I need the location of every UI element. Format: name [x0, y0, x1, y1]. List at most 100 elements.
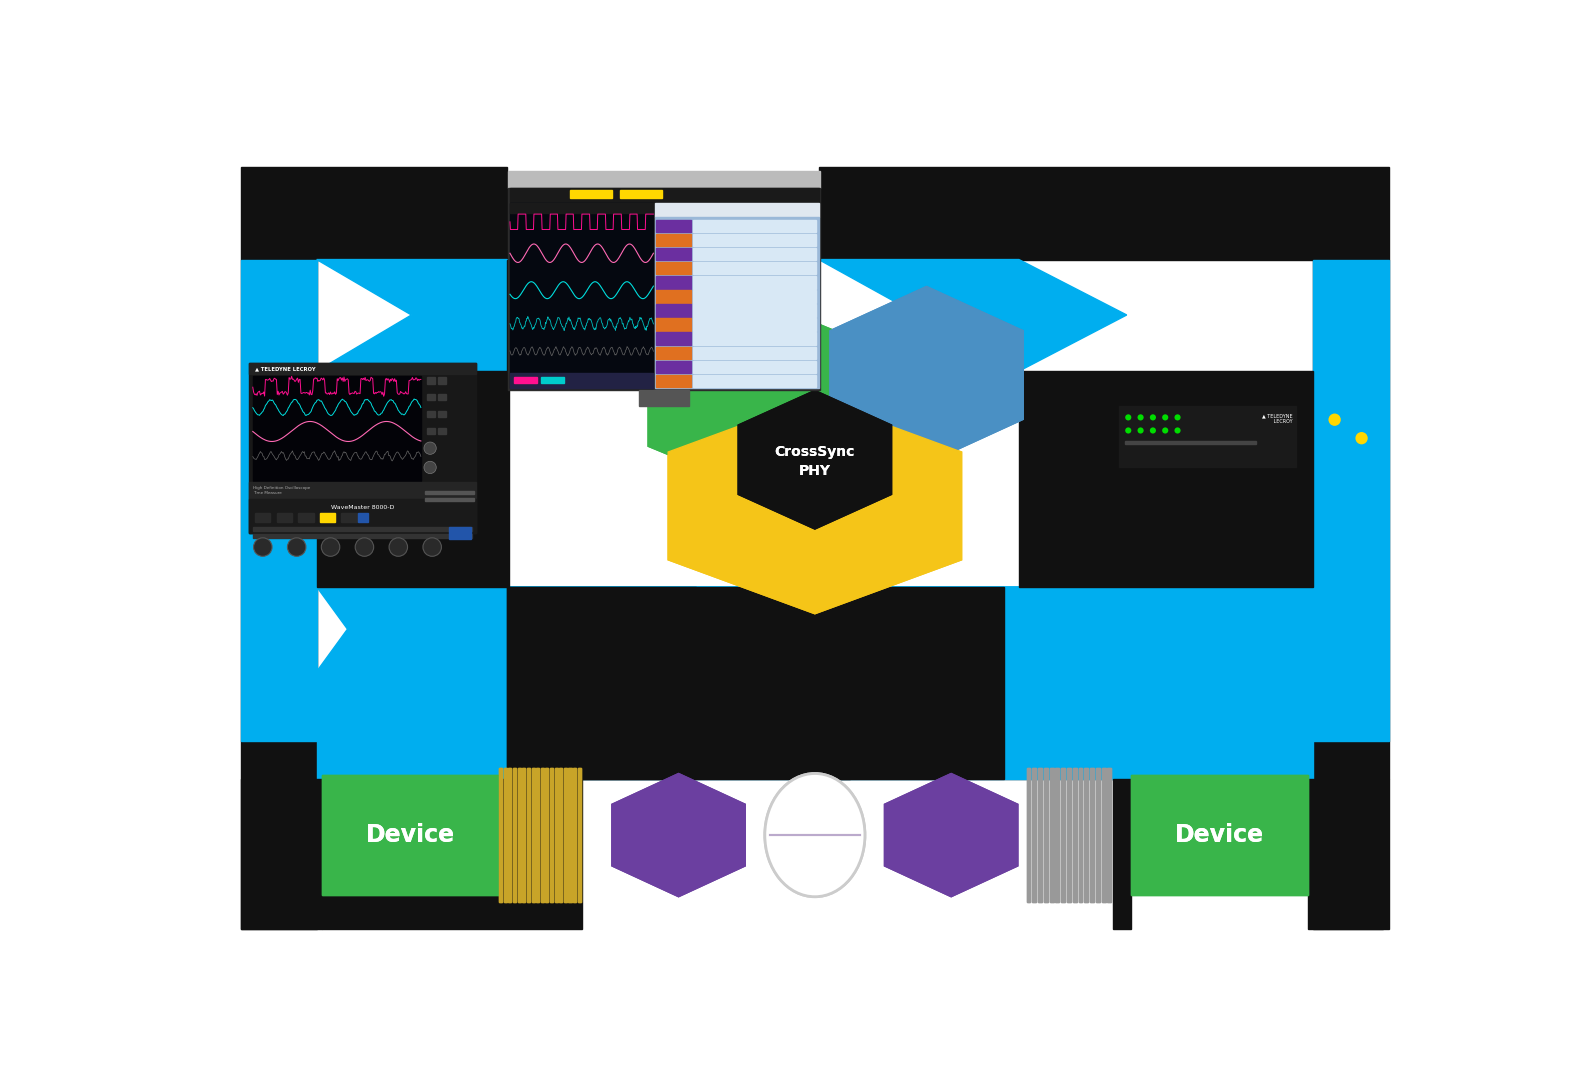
Polygon shape	[693, 318, 816, 331]
Polygon shape	[693, 234, 816, 247]
Polygon shape	[507, 586, 695, 779]
Circle shape	[1126, 428, 1132, 433]
Polygon shape	[738, 390, 892, 530]
Polygon shape	[884, 774, 1018, 896]
Polygon shape	[316, 371, 509, 586]
Polygon shape	[1108, 768, 1111, 903]
Polygon shape	[550, 768, 553, 903]
Polygon shape	[536, 768, 539, 903]
Text: PHY: PHY	[798, 464, 832, 478]
Polygon shape	[655, 218, 819, 388]
Polygon shape	[572, 768, 576, 903]
Polygon shape	[657, 276, 692, 288]
Polygon shape	[253, 534, 472, 538]
Polygon shape	[1045, 768, 1048, 903]
Polygon shape	[510, 373, 653, 388]
Polygon shape	[253, 376, 421, 481]
Polygon shape	[830, 286, 1024, 463]
Text: Device: Device	[1175, 823, 1264, 847]
Text: WaveMaster 8000-D: WaveMaster 8000-D	[331, 506, 394, 510]
Circle shape	[425, 461, 436, 474]
Text: CrossSync: CrossSync	[774, 445, 855, 459]
Circle shape	[1150, 428, 1156, 433]
Polygon shape	[657, 375, 692, 387]
Polygon shape	[531, 768, 534, 903]
Polygon shape	[555, 768, 558, 903]
Polygon shape	[428, 428, 434, 434]
Polygon shape	[657, 248, 692, 260]
Polygon shape	[522, 768, 525, 903]
Polygon shape	[693, 248, 816, 260]
Polygon shape	[254, 513, 270, 522]
Polygon shape	[536, 768, 539, 903]
Polygon shape	[437, 428, 445, 434]
Text: ▲ TELEDYNE LECROY: ▲ TELEDYNE LECROY	[254, 367, 316, 371]
Polygon shape	[1119, 406, 1296, 467]
Circle shape	[1126, 414, 1132, 420]
Polygon shape	[510, 204, 653, 388]
Circle shape	[1355, 432, 1367, 444]
Polygon shape	[514, 768, 517, 903]
Polygon shape	[320, 513, 335, 522]
Polygon shape	[612, 774, 746, 896]
Polygon shape	[1019, 371, 1313, 586]
Polygon shape	[657, 346, 692, 359]
Polygon shape	[657, 318, 692, 331]
Polygon shape	[277, 513, 293, 522]
Polygon shape	[577, 768, 580, 903]
Polygon shape	[299, 513, 313, 522]
Polygon shape	[1313, 259, 1388, 741]
Polygon shape	[509, 188, 820, 390]
Polygon shape	[522, 768, 525, 903]
Polygon shape	[693, 262, 816, 274]
Polygon shape	[242, 259, 316, 741]
Ellipse shape	[765, 774, 865, 896]
Polygon shape	[1091, 768, 1094, 903]
Polygon shape	[499, 768, 502, 903]
Polygon shape	[541, 768, 544, 903]
Polygon shape	[1056, 768, 1059, 903]
Polygon shape	[323, 775, 499, 895]
Polygon shape	[572, 768, 576, 903]
Text: CrossSync: CrossSync	[774, 445, 855, 459]
Polygon shape	[504, 768, 507, 903]
Circle shape	[1137, 428, 1143, 433]
Polygon shape	[569, 768, 571, 903]
Polygon shape	[657, 220, 692, 232]
Polygon shape	[514, 768, 517, 903]
Polygon shape	[668, 398, 962, 614]
Polygon shape	[509, 768, 512, 903]
Circle shape	[1329, 414, 1340, 426]
Ellipse shape	[765, 774, 865, 896]
Polygon shape	[1102, 768, 1105, 903]
Polygon shape	[518, 768, 522, 903]
Polygon shape	[509, 768, 512, 903]
Polygon shape	[569, 768, 571, 903]
Polygon shape	[250, 500, 475, 533]
Polygon shape	[428, 412, 434, 417]
Polygon shape	[819, 586, 1003, 779]
Polygon shape	[693, 332, 816, 345]
Polygon shape	[323, 775, 499, 895]
Polygon shape	[514, 376, 537, 383]
Text: PHY: PHY	[798, 464, 832, 478]
Polygon shape	[426, 498, 474, 502]
Polygon shape	[1027, 768, 1030, 903]
Circle shape	[1175, 428, 1181, 433]
Polygon shape	[1073, 768, 1076, 903]
Polygon shape	[1313, 779, 1388, 929]
Polygon shape	[819, 586, 1313, 671]
Circle shape	[1162, 428, 1169, 433]
Polygon shape	[545, 768, 549, 903]
Polygon shape	[204, 129, 1426, 167]
Polygon shape	[526, 768, 529, 903]
Polygon shape	[250, 363, 475, 374]
Circle shape	[288, 538, 305, 556]
Polygon shape	[1032, 768, 1037, 903]
Polygon shape	[1078, 768, 1083, 903]
Polygon shape	[1108, 768, 1111, 903]
Polygon shape	[242, 779, 316, 929]
Polygon shape	[1038, 768, 1041, 903]
Polygon shape	[253, 527, 472, 531]
Polygon shape	[1102, 768, 1105, 903]
